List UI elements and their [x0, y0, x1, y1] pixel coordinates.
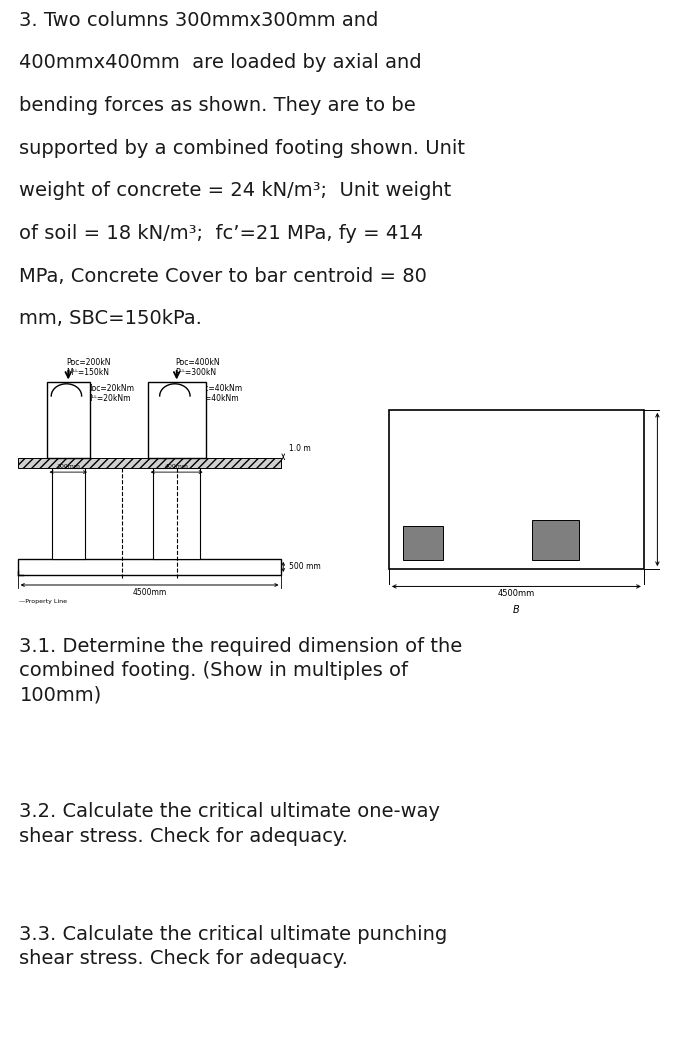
- Text: 400mmx400mm  are loaded by axial and: 400mmx400mm are loaded by axial and: [19, 53, 422, 72]
- Text: 4500mm: 4500mm: [498, 589, 535, 598]
- Text: Mᴅᴄ=20kNm: Mᴅᴄ=20kNm: [85, 383, 134, 393]
- Text: 3.2. Calculate the critical ultimate one-way
shear stress. Check for adequacy.: 3.2. Calculate the critical ultimate one…: [19, 802, 441, 846]
- Text: 1.0 m: 1.0 m: [288, 444, 311, 452]
- Bar: [389, 409, 644, 570]
- Text: —Property Line: —Property Line: [19, 600, 67, 604]
- Bar: [148, 382, 206, 458]
- Bar: [153, 468, 200, 559]
- Bar: [532, 520, 579, 560]
- Text: Pᴸᴸ=300kN: Pᴸᴸ=300kN: [175, 367, 216, 377]
- Text: of soil = 18 kN/m³;  fc’=21 MPa, fy = 414: of soil = 18 kN/m³; fc’=21 MPa, fy = 414: [19, 224, 423, 243]
- Text: Mᴸᴸ=150kN: Mᴸᴸ=150kN: [67, 367, 109, 377]
- Text: 4500mm: 4500mm: [133, 588, 167, 597]
- Text: 3.1. Determine the required dimension of the
combined footing. (Show in multiple: 3.1. Determine the required dimension of…: [19, 637, 463, 705]
- Text: Mᴅᴄ=40kNm: Mᴅᴄ=40kNm: [194, 383, 243, 393]
- Text: bending forces as shown. They are to be: bending forces as shown. They are to be: [19, 96, 416, 115]
- Bar: [52, 468, 85, 559]
- Text: mm, SBC=150kPa.: mm, SBC=150kPa.: [19, 309, 202, 328]
- Text: 500 mm: 500 mm: [288, 562, 320, 572]
- Text: supported by a combined footing shown. Unit: supported by a combined footing shown. U…: [19, 138, 466, 158]
- Bar: [17, 559, 281, 575]
- Text: 3. Two columns 300mmx300mm and: 3. Two columns 300mmx300mm and: [19, 10, 379, 29]
- Bar: [402, 526, 443, 560]
- Text: Pᴅᴄ=200kN: Pᴅᴄ=200kN: [67, 358, 111, 367]
- Text: B: B: [513, 605, 520, 616]
- Text: weight of concrete = 24 kN/m³;  Unit weight: weight of concrete = 24 kN/m³; Unit weig…: [19, 181, 452, 200]
- Text: Pᴅᴄ=400kN: Pᴅᴄ=400kN: [175, 358, 220, 367]
- Text: 300mm: 300mm: [56, 464, 80, 469]
- Bar: [47, 382, 90, 458]
- Text: 3.3. Calculate the critical ultimate punching
shear stress. Check for adequacy.: 3.3. Calculate the critical ultimate pun…: [19, 925, 448, 967]
- Text: MPa, Concrete Cover to bar centroid = 80: MPa, Concrete Cover to bar centroid = 80: [19, 267, 427, 286]
- Text: Mᴸᴸ=20kNm: Mᴸᴸ=20kNm: [85, 394, 131, 403]
- Bar: [17, 458, 281, 468]
- Text: Mᴸᴸ=40kNm: Mᴸᴸ=40kNm: [194, 394, 239, 403]
- Text: 400mm: 400mm: [165, 464, 188, 469]
